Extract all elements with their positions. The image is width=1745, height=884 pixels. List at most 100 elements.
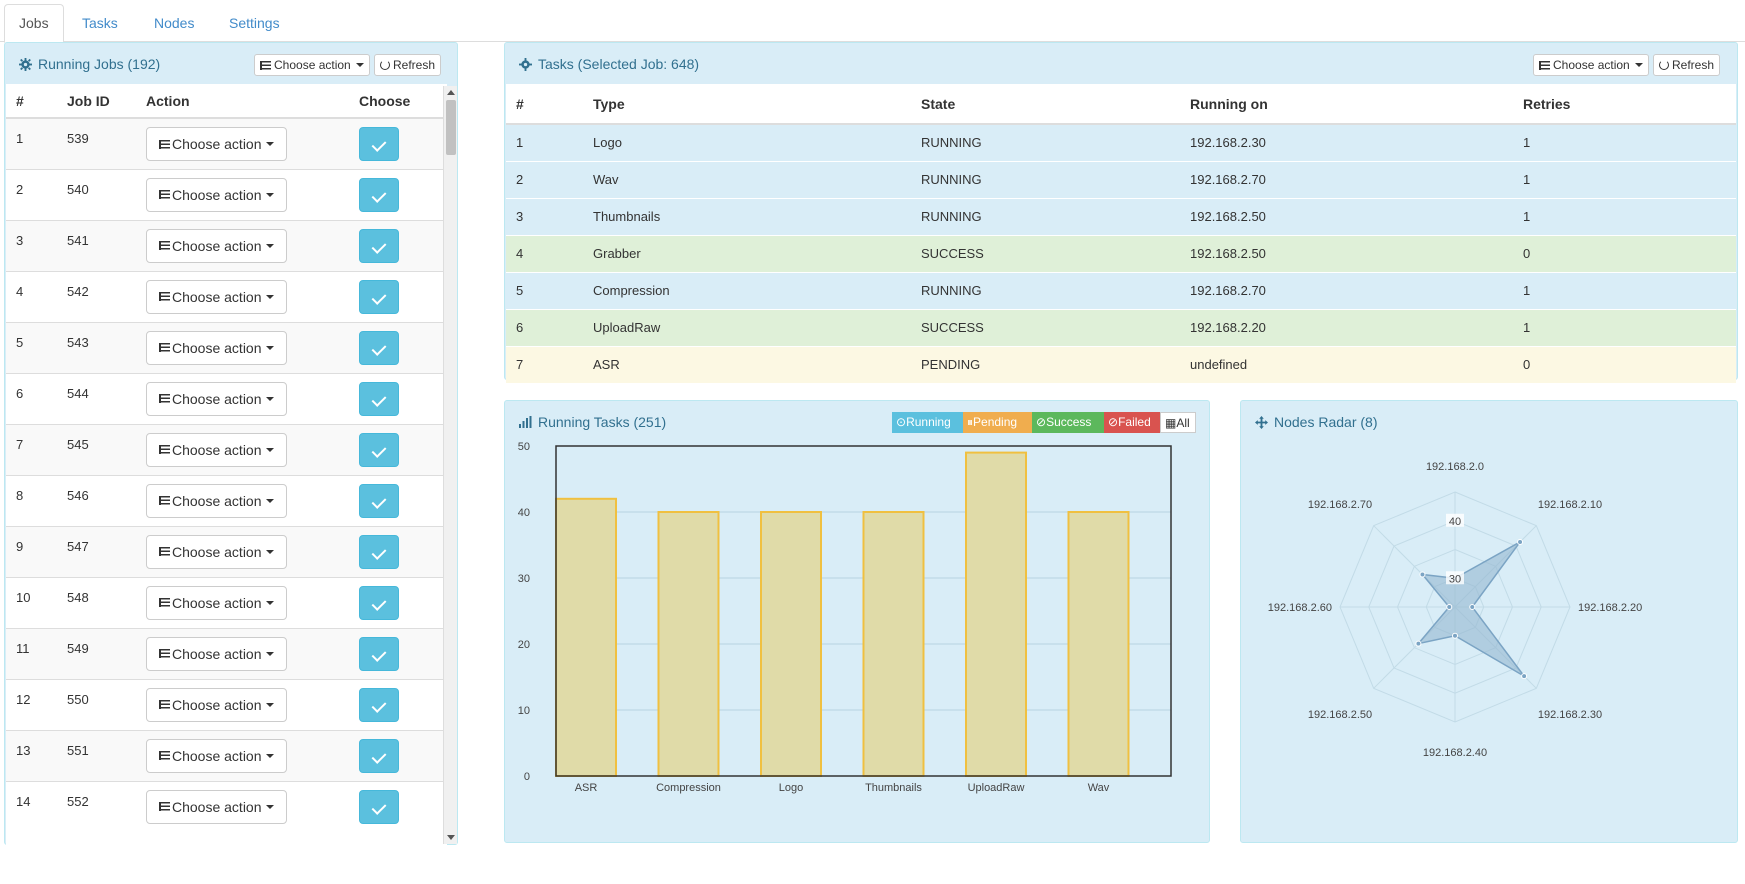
job-choose-action-button[interactable]: Choose action	[146, 636, 287, 671]
choose-job-button[interactable]	[359, 330, 399, 365]
table-row[interactable]: 9 547 Choose action	[6, 525, 447, 577]
job-choose-cell	[349, 729, 447, 781]
job-choose-cell	[349, 423, 447, 475]
job-choose-action-button[interactable]: Choose action	[146, 738, 287, 773]
job-choose-action-button[interactable]: Choose action	[146, 228, 287, 263]
table-row[interactable]: 12 550 Choose action	[6, 678, 447, 730]
job-row-number: 7	[6, 423, 57, 475]
choose-job-button[interactable]	[359, 432, 399, 467]
choose-job-button[interactable]	[359, 483, 399, 518]
filter-running-button[interactable]: ⊙Running	[892, 412, 963, 433]
task-running-on: 192.168.2.70	[1180, 271, 1513, 309]
x-tick-label: ASR	[575, 782, 598, 794]
filter-success-button[interactable]: ⊘Success	[1032, 412, 1104, 433]
job-choose-action-button[interactable]: Choose action	[146, 127, 287, 161]
col-type: Type	[583, 84, 911, 125]
job-choose-action-button[interactable]: Choose action	[146, 534, 287, 569]
task-retries: 1	[1513, 123, 1736, 161]
caret-down-icon	[265, 498, 274, 503]
table-row[interactable]: 6 UploadRaw SUCCESS 192.168.2.20 1	[506, 308, 1736, 346]
tab-settings[interactable]: Settings	[229, 15, 280, 31]
jobs-choose-action-button[interactable]: Choose action	[254, 54, 370, 76]
choose-job-button[interactable]	[359, 738, 399, 773]
table-row[interactable]: 5 Compression RUNNING 192.168.2.70 1	[506, 271, 1736, 309]
scroll-thumb[interactable]	[446, 100, 456, 155]
task-retries: 1	[1513, 271, 1736, 309]
task-state: PENDING	[911, 345, 1180, 383]
list-icon	[159, 700, 170, 709]
choose-job-button[interactable]	[359, 534, 399, 569]
task-state: RUNNING	[911, 197, 1180, 235]
running-tasks-header: Running Tasks (251) ⊙Running ⏸Pending ⊘S…	[505, 401, 1209, 441]
jobs-refresh-button[interactable]: Refresh	[374, 54, 442, 76]
col-choose: Choose	[349, 84, 447, 119]
job-choose-action-button[interactable]: Choose action	[146, 483, 287, 518]
tab-jobs[interactable]: Jobs	[4, 4, 64, 43]
nodes-radar-panel: Nodes Radar (8) 30 40 192.168.2.0 192.168.2…	[1240, 400, 1738, 843]
check-circle-icon: ⊘	[1036, 415, 1047, 429]
tasks-choose-action-button[interactable]: Choose action	[1533, 54, 1649, 76]
choose-job-button[interactable]	[359, 279, 399, 314]
table-row[interactable]: 13 551 Choose action	[6, 729, 447, 781]
table-row[interactable]: 3 Thumbnails RUNNING 192.168.2.50 1	[506, 197, 1736, 235]
tab-tasks[interactable]: Tasks	[82, 15, 118, 31]
tab-nodes[interactable]: Nodes	[154, 15, 195, 31]
nodes-radar-chart: 30 40 192.168.2.0 192.168.2.10 192.168.2.20 1…	[1268, 461, 1642, 759]
radar-axis-label: 192.168.2.60	[1268, 602, 1332, 614]
table-row[interactable]: 4 542 Choose action	[6, 270, 447, 322]
choose-job-button[interactable]	[359, 687, 399, 722]
choose-job-button[interactable]	[359, 177, 399, 212]
job-row-number: 10	[6, 576, 57, 628]
job-choose-action-button[interactable]: Choose action	[146, 789, 287, 824]
choose-job-button[interactable]	[359, 381, 399, 416]
table-row[interactable]: 5 543 Choose action	[6, 321, 447, 373]
list-icon	[159, 445, 170, 454]
choose-job-button[interactable]	[359, 228, 399, 263]
tasks-refresh-button[interactable]: Refresh	[1653, 54, 1721, 76]
table-row[interactable]: 6 544 Choose action	[6, 372, 447, 424]
job-choose-action-button[interactable]: Choose action	[146, 585, 287, 620]
job-action-cell: Choose action	[136, 525, 349, 577]
scroll-up-icon[interactable]	[447, 90, 455, 95]
job-row-number: 2	[6, 168, 57, 220]
table-row[interactable]: 8 546 Choose action	[6, 474, 447, 526]
job-row-number: 11	[6, 627, 57, 679]
jobs-table: # Job ID Action Choose 1 539 Choose action…	[6, 84, 447, 832]
bar-logo	[760, 511, 822, 777]
table-row[interactable]: 1 Logo RUNNING 192.168.2.30 1	[506, 123, 1736, 161]
jobs-scrollbar[interactable]	[443, 86, 457, 844]
scroll-down-icon[interactable]	[447, 835, 455, 840]
job-action-cell: Choose action	[136, 321, 349, 373]
choose-job-button[interactable]	[359, 127, 399, 161]
choose-job-button[interactable]	[359, 636, 399, 671]
table-row[interactable]: 14 552 Choose action	[6, 780, 447, 832]
job-choose-action-button[interactable]: Choose action	[146, 381, 287, 416]
table-row[interactable]: 2 540 Choose action	[6, 168, 447, 220]
table-row[interactable]: 7 ASR PENDING undefined 0	[506, 345, 1736, 383]
table-row[interactable]: 7 545 Choose action	[6, 423, 447, 475]
table-row[interactable]: 1 539 Choose action	[6, 117, 447, 169]
x-tick-label: Logo	[779, 782, 803, 794]
filter-all-button[interactable]: ▦All	[1160, 412, 1196, 433]
task-state: RUNNING	[911, 123, 1180, 161]
table-row[interactable]: 4 Grabber SUCCESS 192.168.2.50 0	[506, 234, 1736, 272]
table-row[interactable]: 11 549 Choose action	[6, 627, 447, 679]
choose-job-button[interactable]	[359, 789, 399, 824]
filter-failed-button[interactable]: ⊘Failed	[1104, 412, 1160, 433]
tasks-table: # Type State Running on Retries 1 Logo RUN…	[506, 84, 1736, 383]
radar-axis-label: 192.168.2.50	[1308, 709, 1372, 721]
table-row[interactable]: 10 548 Choose action	[6, 576, 447, 628]
filter-pending-button[interactable]: ⏸Pending	[963, 412, 1032, 433]
table-row[interactable]: 2 Wav RUNNING 192.168.2.70 1	[506, 160, 1736, 198]
job-choose-action-button[interactable]: Choose action	[146, 177, 287, 212]
job-choose-action-label: Choose action	[172, 696, 262, 713]
job-choose-action-button[interactable]: Choose action	[146, 279, 287, 314]
job-choose-action-label: Choose action	[172, 186, 262, 203]
table-row[interactable]: 3 541 Choose action	[6, 219, 447, 271]
task-retries: 1	[1513, 197, 1736, 235]
job-choose-action-button[interactable]: Choose action	[146, 330, 287, 365]
caret-down-icon	[265, 192, 274, 197]
choose-job-button[interactable]	[359, 585, 399, 620]
job-choose-action-button[interactable]: Choose action	[146, 432, 287, 467]
job-choose-action-button[interactable]: Choose action	[146, 687, 287, 722]
